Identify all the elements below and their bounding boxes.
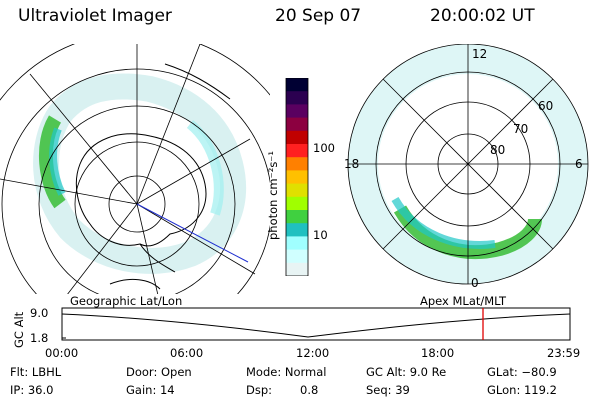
mlt-6-label: 6 <box>575 157 583 171</box>
mlat-80-label: 80 <box>490 143 505 157</box>
aurora-emission-left <box>33 73 246 274</box>
mlt-12-label: 12 <box>472 47 487 61</box>
colorbar-tick-10: 10 <box>313 228 328 242</box>
colorbar-band <box>286 144 308 158</box>
info-glon: GLon: 119.2 <box>487 383 557 397</box>
geographic-label: Geographic Lat/Lon <box>70 294 183 308</box>
timeline-xtick-0000: 00:00 <box>45 346 79 360</box>
colorbar-band <box>286 104 308 119</box>
colorbar-band <box>286 170 308 185</box>
colorbar <box>285 78 309 276</box>
mlat-70-label: 70 <box>513 122 528 136</box>
info-gcalt: GC Alt: 9.0 Re <box>366 365 447 379</box>
colorbar-band <box>286 157 308 171</box>
colorbar-band <box>286 210 308 224</box>
date-label: 20 Sep 07 <box>275 6 362 26</box>
timeline-ytick-1.8: 1.8 <box>30 331 49 345</box>
terminator-line <box>136 203 249 263</box>
mlat-60-label: 60 <box>538 99 553 113</box>
info-seq: Seq: 39 <box>366 383 410 397</box>
timeline-xtick-1800: 18:00 <box>421 346 455 360</box>
info-glat: GLat: −80.9 <box>487 365 557 379</box>
mlt-18-label: 18 <box>344 157 359 171</box>
timeline-xtick-2359: 23:59 <box>547 346 581 360</box>
info-dsp-label: Dsp: <box>246 383 273 397</box>
info-flt: Flt: LBHL <box>10 365 62 379</box>
geographic-map <box>0 44 270 294</box>
info-dsp-value: 0.8 <box>300 383 319 397</box>
timeline-ytick-9: 9.0 <box>30 306 49 320</box>
time-label: 20:00:02 UT <box>430 6 535 26</box>
colorbar-band <box>286 117 308 132</box>
colorbar-band <box>286 236 308 251</box>
timeline-xtick-1200: 12:00 <box>296 346 330 360</box>
colorbar-tick-100: 100 <box>313 141 335 155</box>
colorbar-band <box>286 196 308 211</box>
timeline-ylabel: GC Alt <box>12 311 26 348</box>
info-door: Door: Open <box>126 365 192 379</box>
info-ip: IP: 36.0 <box>10 383 54 397</box>
colorbar-band <box>286 183 308 198</box>
coastline <box>75 133 207 247</box>
colorbar-band <box>286 78 308 92</box>
colorbar-band <box>286 130 308 145</box>
instrument-title: Ultraviolet Imager <box>18 6 172 26</box>
timeline-xtick-0600: 06:00 <box>170 346 204 360</box>
info-mode: Mode: Normal <box>246 365 327 379</box>
mlt-0-label: 0 <box>471 276 479 290</box>
info-gain: Gain: 14 <box>126 383 175 397</box>
magnetic-map: 12 18 6 0 60 70 80 <box>344 44 589 290</box>
altitude-curve <box>61 313 571 338</box>
altitude-timeline <box>61 307 571 341</box>
colorbar-band <box>286 249 308 264</box>
colorbar-band <box>286 262 308 276</box>
magnetic-label: Apex MLat/MLT <box>420 294 507 308</box>
colorbar-band <box>286 91 308 105</box>
colorbar-unit-label: photon cm⁻²s⁻¹ <box>266 151 280 240</box>
colorbar-band <box>286 223 308 237</box>
